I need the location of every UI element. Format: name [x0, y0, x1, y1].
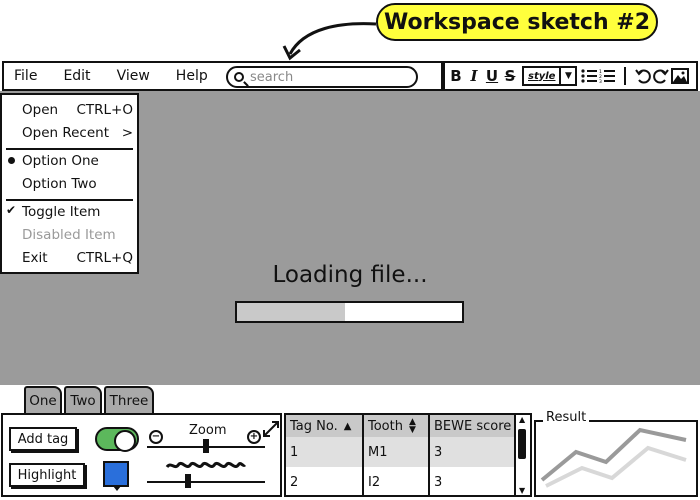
table-cell[interactable]: 3 — [430, 467, 516, 495]
table-cell[interactable]: M1 — [364, 437, 430, 467]
tab-three[interactable]: Three — [104, 386, 154, 414]
menu-item-disabled: Disabled Item — [22, 224, 133, 246]
menu-item-option-one[interactable]: Option One — [22, 150, 133, 172]
radio-dot-icon — [8, 157, 15, 164]
chevron-down-icon: ▼ — [565, 71, 572, 81]
checkmark-icon: ✔ — [6, 203, 17, 217]
style-dropdown-label: style — [524, 68, 562, 84]
result-panel — [534, 420, 698, 497]
zoom-slider-knob[interactable] — [203, 439, 209, 453]
svg-text:2: 2 — [599, 74, 602, 80]
menu-item-open-recent[interactable]: Open Recent > — [22, 122, 133, 144]
table-cell[interactable]: 2 — [286, 467, 364, 495]
menu-item-label: Option One — [22, 153, 99, 169]
table-cell[interactable]: 1 — [286, 437, 364, 467]
bullet-list-icon[interactable] — [581, 65, 598, 87]
menu-separator — [6, 148, 133, 150]
underline-button[interactable]: U — [485, 67, 499, 85]
header-label: Tooth — [368, 418, 403, 434]
menu-item-label: Open Recent — [22, 125, 110, 141]
menu-edit[interactable]: Edit — [63, 68, 91, 84]
tab-one[interactable]: One — [24, 386, 62, 414]
controls-panel: Add tag Highlight − Zoom + — [1, 413, 282, 497]
svg-text:1: 1 — [599, 69, 602, 75]
search-icon — [234, 72, 244, 82]
search-input[interactable] — [250, 69, 410, 85]
zoom-in-icon[interactable]: + — [247, 430, 261, 444]
scroll-down-icon[interactable]: ▼ — [519, 486, 526, 495]
style-dropdown[interactable]: style ▼ — [522, 66, 578, 86]
data-table: Tag No. ▲ Tooth ▲ ▼ BEWE score 1 M1 3 2 I… — [284, 413, 532, 497]
header-label: BEWE score — [434, 418, 512, 434]
loading-progress-bar — [235, 301, 464, 323]
menu-item-label: Option Two — [22, 176, 97, 192]
menu-item-label: Toggle Item — [22, 204, 101, 220]
menu-item-option-two[interactable]: Option Two — [22, 173, 133, 195]
file-menu-dropdown: Open CTRL+O Open Recent > Option One Opt… — [0, 93, 139, 274]
expand-icon[interactable] — [261, 419, 281, 439]
menu-view[interactable]: View — [116, 68, 150, 84]
menu-item-shortcut: CTRL+Q — [76, 250, 133, 266]
strikethrough-button[interactable]: S — [504, 67, 516, 85]
color-picker[interactable] — [103, 461, 129, 491]
redo-icon[interactable] — [653, 65, 670, 87]
table-header-tag-no[interactable]: Tag No. ▲ — [286, 415, 364, 437]
menu-item-toggle[interactable]: Toggle Item — [22, 201, 133, 223]
chevron-right-icon: > — [121, 125, 133, 141]
result-sparkline-icon — [540, 427, 687, 488]
scribble-icon — [165, 461, 247, 469]
add-tag-button[interactable]: Add tag — [9, 427, 77, 451]
menu-item-exit[interactable]: Exit CTRL+Q — [22, 247, 133, 269]
scroll-up-icon[interactable]: ▲ — [519, 415, 526, 424]
table-header-tooth[interactable]: Tooth ▲ ▼ — [364, 415, 430, 437]
table-scrollbar[interactable]: ▲ ▼ — [514, 415, 530, 495]
menu-item-shortcut: CTRL+O — [76, 102, 133, 118]
zoom-label: Zoom — [189, 423, 227, 438]
sort-up-icon: ▲ — [343, 420, 352, 432]
menu-separator — [6, 199, 133, 201]
sort-both-icon: ▲ ▼ — [408, 417, 416, 435]
progress-fill — [237, 303, 345, 321]
menu-item-open[interactable]: Open CTRL+O — [22, 99, 133, 121]
bold-button[interactable]: B — [450, 67, 462, 85]
image-icon[interactable] — [671, 65, 690, 87]
secondary-slider-knob[interactable] — [185, 474, 191, 488]
callout-arrow-icon — [282, 22, 377, 61]
workspace-title-callout: Workspace sketch #2 — [376, 3, 658, 41]
search-box[interactable] — [226, 66, 418, 88]
menu-file[interactable]: File — [14, 68, 38, 84]
table-header-bewe-score[interactable]: BEWE score — [430, 415, 516, 437]
callout-text: Workspace sketch #2 — [383, 9, 651, 35]
menu-item-label: Disabled Item — [22, 227, 116, 243]
table-cell[interactable]: I2 — [364, 467, 430, 495]
undo-icon[interactable] — [635, 65, 652, 87]
menu-help[interactable]: Help — [175, 68, 208, 84]
italic-button[interactable]: I — [470, 67, 478, 85]
loading-text: Loading file... — [272, 262, 428, 288]
divider-icon — [617, 65, 633, 87]
tab-two[interactable]: Two — [64, 386, 102, 414]
table-cell[interactable]: 3 — [430, 437, 516, 467]
toggle-switch[interactable] — [95, 427, 139, 452]
result-title: Result — [543, 410, 590, 425]
menubar: File Edit View Help — [2, 61, 443, 91]
highlight-button[interactable]: Highlight — [9, 463, 85, 487]
secondary-slider-track[interactable] — [147, 481, 265, 483]
header-label: Tag No. — [290, 418, 338, 434]
menu-item-label: Exit — [22, 250, 48, 266]
menu-item-label: Open — [22, 102, 59, 118]
svg-text:3: 3 — [599, 79, 602, 83]
scroll-thumb[interactable] — [518, 429, 526, 459]
zoom-out-icon[interactable]: − — [149, 430, 163, 444]
